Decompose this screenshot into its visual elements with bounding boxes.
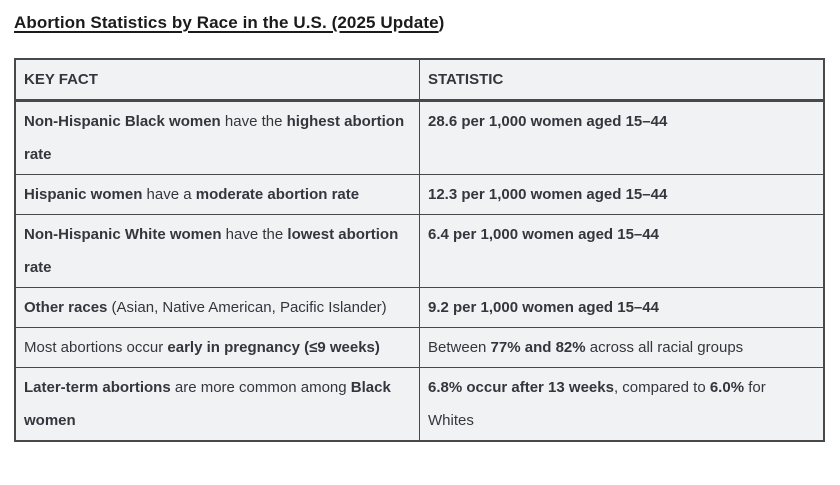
text-segment: have the [221, 226, 288, 243]
table-row: Non-Hispanic White women have the lowest… [14, 214, 825, 288]
page-title: Abortion Statistics by Race in the U.S. … [14, 13, 826, 33]
fact-cell: Non-Hispanic Black women have the highes… [14, 100, 420, 175]
bold-text-segment: 6.0% [709, 379, 745, 396]
bold-text-segment: Non-Hispanic Black women [24, 113, 221, 130]
text-segment: , compared to [613, 379, 710, 396]
column-header-statistic: STATISTIC [419, 58, 825, 102]
bold-text-segment: Black women [24, 379, 391, 429]
stat-cell: 28.6 per 1,000 women aged 15–44 [419, 100, 825, 175]
text-segment: are more common among [170, 379, 351, 396]
table-row: Non-Hispanic Black women have the highes… [14, 100, 825, 175]
fact-cell: Later-term abortions are more common amo… [14, 367, 420, 442]
bold-text-segment: 9.2 per 1,000 women aged 15–44 [428, 299, 659, 316]
text-segment: Most abortions occur [24, 339, 168, 356]
stat-cell: Between 77% and 82% across all racial gr… [419, 327, 825, 368]
table-row: Other races (Asian, Native American, Pac… [14, 287, 825, 328]
bold-text-segment: 28.6 per 1,000 women aged 15–44 [428, 113, 668, 130]
bold-text-segment: lowest abortion rate [24, 226, 399, 276]
fact-cell: Non-Hispanic White women have the lowest… [14, 214, 420, 288]
bold-text-segment: Hispanic women [24, 186, 143, 203]
table-row: Later-term abortions are more common amo… [14, 367, 825, 442]
table-row: Most abortions occur early in pregnancy … [14, 327, 825, 368]
text-segment: for Whites [428, 379, 766, 429]
table-header: KEY FACT STATISTIC [14, 58, 825, 102]
table-row: Hispanic women have a moderate abortion … [14, 174, 825, 215]
text-segment: Between [428, 339, 491, 356]
bold-text-segment: 12.3 per 1,000 women aged 15–44 [428, 186, 668, 203]
text-segment: have a [142, 186, 196, 203]
page-title-suffix: ) [438, 13, 445, 32]
bold-text-segment: 6.4 per 1,000 women aged 15–44 [428, 226, 659, 243]
stat-cell: 6.4 per 1,000 women aged 15–44 [419, 214, 825, 288]
page: Abortion Statistics by Race in the U.S. … [14, 13, 826, 442]
stat-cell: 9.2 per 1,000 women aged 15–44 [419, 287, 825, 328]
table-body: Non-Hispanic Black women have the highes… [14, 100, 825, 442]
bold-text-segment: Other races [24, 299, 108, 316]
text-segment: have the [220, 113, 287, 130]
bold-text-segment: 77% and 82% [490, 339, 586, 356]
stat-cell: 6.8% occur after 13 weeks, compared to 6… [419, 367, 825, 442]
stat-cell: 12.3 per 1,000 women aged 15–44 [419, 174, 825, 215]
fact-cell: Other races (Asian, Native American, Pac… [14, 287, 420, 328]
page-title-underlined-text: Abortion Statistics by Race in the U.S. … [14, 13, 439, 32]
bold-text-segment: moderate abortion rate [195, 186, 360, 203]
abortion-statistics-table: KEY FACT STATISTIC Non-Hispanic Black wo… [14, 58, 825, 442]
fact-cell: Hispanic women have a moderate abortion … [14, 174, 420, 215]
header-row: KEY FACT STATISTIC [14, 58, 825, 102]
bold-text-segment: early in pregnancy (≤9 weeks) [167, 339, 380, 356]
fact-cell: Most abortions occur early in pregnancy … [14, 327, 420, 368]
text-segment: (Asian, Native American, Pacific Islande… [107, 299, 387, 316]
column-header-key-fact: KEY FACT [14, 58, 420, 102]
text-segment: across all racial groups [585, 339, 744, 356]
bold-text-segment: 6.8% occur after 13 weeks [428, 379, 614, 396]
bold-text-segment: Later-term abortions [24, 379, 171, 396]
bold-text-segment: highest abortion rate [24, 113, 405, 163]
bold-text-segment: Non-Hispanic White women [24, 226, 222, 243]
